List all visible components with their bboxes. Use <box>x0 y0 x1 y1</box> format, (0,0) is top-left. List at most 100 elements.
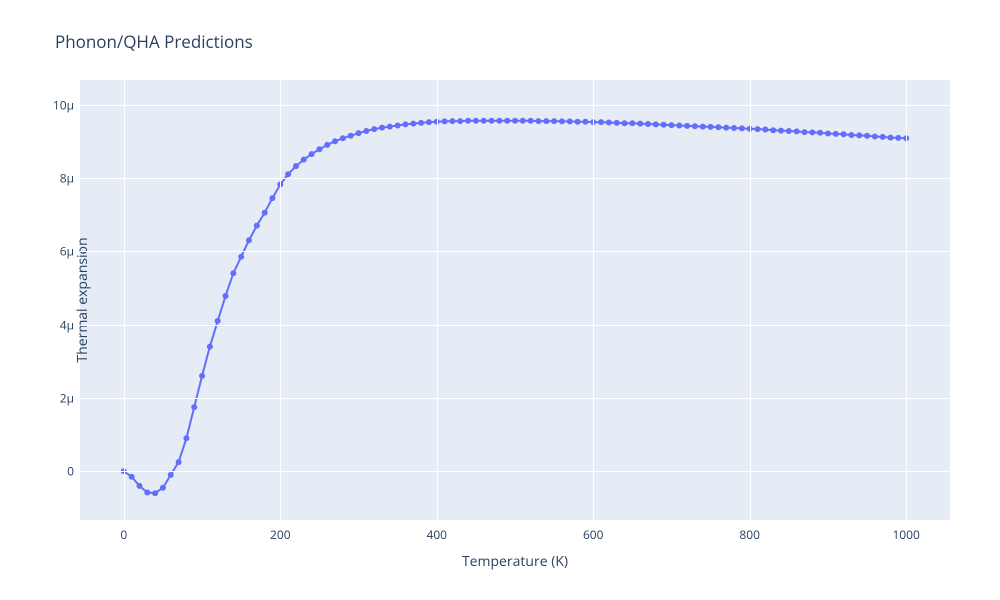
data-point[interactable] <box>684 123 690 129</box>
data-point[interactable] <box>395 122 401 128</box>
gridline-horizontal <box>80 325 950 326</box>
data-point[interactable] <box>269 195 275 201</box>
data-point[interactable] <box>489 118 495 124</box>
gridline-vertical <box>437 80 438 520</box>
data-point[interactable] <box>254 223 260 229</box>
data-point[interactable] <box>379 125 385 131</box>
data-point[interactable] <box>301 157 307 163</box>
data-point[interactable] <box>762 127 768 133</box>
data-point[interactable] <box>230 270 236 276</box>
data-point[interactable] <box>801 129 807 135</box>
data-point[interactable] <box>387 124 393 130</box>
data-point[interactable] <box>606 120 612 126</box>
x-tick-label: 1000 <box>892 526 919 543</box>
data-point[interactable] <box>293 163 299 169</box>
data-point[interactable] <box>715 124 721 130</box>
data-point[interactable] <box>473 118 479 124</box>
x-tick-label: 0 <box>120 526 127 543</box>
data-point[interactable] <box>199 373 205 379</box>
data-point[interactable] <box>700 124 706 130</box>
data-point[interactable] <box>661 122 667 128</box>
data-point[interactable] <box>723 125 729 131</box>
data-point[interactable] <box>825 131 831 137</box>
data-point[interactable] <box>708 124 714 130</box>
data-point[interactable] <box>755 126 761 132</box>
data-point[interactable] <box>129 474 135 480</box>
data-point[interactable] <box>410 121 416 127</box>
data-point[interactable] <box>629 120 635 126</box>
data-point[interactable] <box>426 119 432 125</box>
data-point[interactable] <box>418 120 424 126</box>
data-point[interactable] <box>348 133 354 139</box>
data-point[interactable] <box>512 118 518 124</box>
data-point[interactable] <box>176 459 182 465</box>
data-point[interactable] <box>567 118 573 124</box>
data-point[interactable] <box>872 133 878 139</box>
data-point[interactable] <box>285 171 291 177</box>
data-point[interactable] <box>262 210 268 216</box>
data-point[interactable] <box>653 121 659 127</box>
data-point[interactable] <box>481 118 487 124</box>
data-point[interactable] <box>191 404 197 410</box>
data-point[interactable] <box>238 254 244 260</box>
data-point[interactable] <box>402 121 408 127</box>
data-point[interactable] <box>207 344 213 350</box>
data-point[interactable] <box>535 118 541 124</box>
data-point[interactable] <box>856 132 862 138</box>
data-point[interactable] <box>543 118 549 124</box>
data-point[interactable] <box>817 130 823 136</box>
data-point[interactable] <box>215 318 221 324</box>
data-point[interactable] <box>692 123 698 129</box>
data-point[interactable] <box>645 121 651 127</box>
data-point[interactable] <box>324 142 330 148</box>
data-point[interactable] <box>809 129 815 135</box>
data-point[interactable] <box>442 118 448 124</box>
data-point[interactable] <box>136 483 142 489</box>
data-point[interactable] <box>246 237 252 243</box>
data-point[interactable] <box>731 125 737 131</box>
data-point[interactable] <box>371 126 377 132</box>
data-point[interactable] <box>739 125 745 131</box>
data-point[interactable] <box>465 118 471 124</box>
data-point[interactable] <box>794 128 800 134</box>
data-point[interactable] <box>340 135 346 141</box>
data-point[interactable] <box>168 472 174 478</box>
data-point[interactable] <box>528 118 534 124</box>
data-point[interactable] <box>504 118 510 124</box>
data-point[interactable] <box>895 135 901 141</box>
data-point[interactable] <box>520 118 526 124</box>
data-point[interactable] <box>551 118 557 124</box>
data-point[interactable] <box>888 135 894 141</box>
data-point[interactable] <box>559 118 565 124</box>
data-point[interactable] <box>356 130 362 136</box>
data-point[interactable] <box>363 128 369 134</box>
data-point[interactable] <box>637 121 643 127</box>
data-point[interactable] <box>668 122 674 128</box>
data-point[interactable] <box>223 293 229 299</box>
data-point[interactable] <box>770 127 776 133</box>
data-point[interactable] <box>833 131 839 137</box>
data-point[interactable] <box>778 128 784 134</box>
data-point[interactable] <box>622 120 628 126</box>
data-point[interactable] <box>152 490 158 496</box>
data-point[interactable] <box>457 118 463 124</box>
data-point[interactable] <box>786 128 792 134</box>
data-point[interactable] <box>160 485 166 491</box>
data-point[interactable] <box>316 146 322 152</box>
data-point[interactable] <box>449 118 455 124</box>
data-point[interactable] <box>575 119 581 125</box>
data-point[interactable] <box>582 119 588 125</box>
data-point[interactable] <box>841 131 847 137</box>
data-point[interactable] <box>496 118 502 124</box>
data-point[interactable] <box>332 138 338 144</box>
data-point[interactable] <box>598 119 604 125</box>
data-point[interactable] <box>676 122 682 128</box>
plot-area[interactable]: Thermal expansion Temperature (K) 02μ4μ6… <box>80 80 950 520</box>
data-point[interactable] <box>864 133 870 139</box>
data-point[interactable] <box>144 490 150 496</box>
data-point[interactable] <box>880 134 886 140</box>
data-point[interactable] <box>183 435 189 441</box>
data-point[interactable] <box>848 132 854 138</box>
data-point[interactable] <box>309 151 315 157</box>
data-point[interactable] <box>614 120 620 126</box>
